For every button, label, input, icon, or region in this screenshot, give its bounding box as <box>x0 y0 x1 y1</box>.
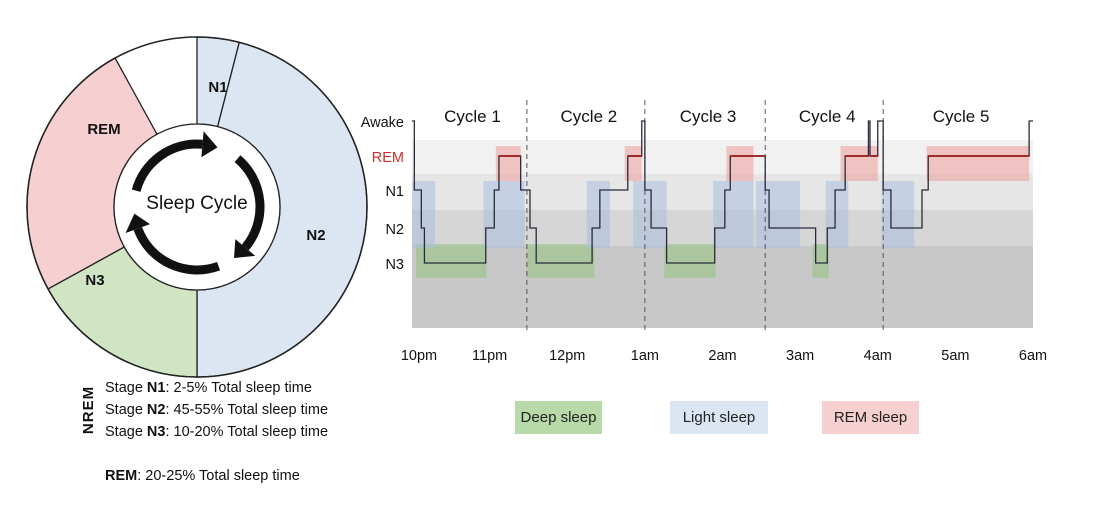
donut-label-n3: N3 <box>85 272 104 289</box>
stage-band-n3 <box>412 246 1033 328</box>
time-axis-label: 6am <box>1019 348 1047 364</box>
stage-note-prefix: Stage <box>105 402 147 418</box>
stage-highlight-n2 <box>713 181 754 248</box>
cycle-arrow-arc <box>234 155 265 251</box>
time-axis-label: 11pm <box>472 348 507 364</box>
stage-axis-label: Awake <box>361 115 404 131</box>
stage-note-n1: Stage N1: 2-5% Total sleep time <box>105 377 312 399</box>
stage-note-stage: N2 <box>146 402 166 418</box>
legend-label: Deep sleep <box>520 409 597 426</box>
stage-note-prefix: Stage <box>105 424 147 440</box>
stage-note-text: : 45-55% Total sleep time <box>165 402 329 418</box>
donut-label-n2: N2 <box>306 227 325 244</box>
rem-note: REM: 20-25% Total sleep time <box>105 465 300 487</box>
stage-highlight-n3 <box>812 244 829 278</box>
time-axis-label: 1am <box>631 348 659 364</box>
stage-axis-label: REM <box>372 150 404 166</box>
legend-deep-sleep: Deep sleep <box>515 401 602 434</box>
cycle-arrow-arc <box>131 139 203 192</box>
time-axis-label: 10pm <box>401 348 437 364</box>
stage-note-stage: N3 <box>146 424 166 440</box>
stage-highlight-n2 <box>755 181 801 248</box>
time-axis-label: 2am <box>708 348 736 364</box>
stage-note-prefix: Stage <box>105 380 147 396</box>
cycle-label: Cycle 1 <box>444 107 501 126</box>
donut-label-n1: N1 <box>208 79 227 96</box>
nrem-group-label: NREM <box>80 385 97 435</box>
time-axis-label: 4am <box>864 348 892 364</box>
stage-highlight-rem <box>840 146 878 181</box>
stage-highlight-rem <box>926 146 1030 181</box>
stage-highlight-n2 <box>881 181 915 248</box>
donut-center-label: Sleep Cycle <box>146 193 247 214</box>
time-axis-label: 12pm <box>549 348 585 364</box>
legend-light-sleep: Light sleep <box>670 401 768 434</box>
stage-note-stage: N1 <box>146 380 166 396</box>
stage-highlight-n3 <box>526 244 595 278</box>
stage-highlight-n3 <box>415 244 487 278</box>
cycle-arrowhead-icon <box>125 213 151 233</box>
stage-highlight-rem <box>624 146 642 181</box>
stage-highlight-n2 <box>412 181 436 248</box>
rem-note-text: : 20-25% Total sleep time <box>137 468 300 484</box>
stage-note-text: : 2-5% Total sleep time <box>165 380 312 396</box>
stage-band-awake <box>412 110 1033 140</box>
stage-highlight-n3 <box>664 244 716 278</box>
stage-axis-label: N1 <box>385 184 404 200</box>
cycle-label: Cycle 5 <box>933 107 990 126</box>
stage-highlight-n2 <box>483 181 525 248</box>
cycle-label: Cycle 3 <box>680 107 737 126</box>
stage-axis-label: N3 <box>385 257 404 273</box>
time-axis-label: 5am <box>941 348 969 364</box>
legend-rem-sleep: REM sleep <box>822 401 919 434</box>
cycle-arrowhead-icon <box>201 131 218 158</box>
stage-highlight-n2 <box>825 181 849 248</box>
stage-note-text: : 10-20% Total sleep time <box>165 424 329 440</box>
hypnogram-chart: Cycle 1 Cycle 2 Cycle 3 Cycle 4 Cycle 5 Awake… <box>361 100 1047 364</box>
donut-label-rem: REM <box>87 121 120 138</box>
stage-note-n2: Stage N2: 45-55% Total sleep time <box>105 399 328 421</box>
stage-highlight-n2 <box>586 181 610 248</box>
stage-note-n3: Stage N3: 10-20% Total sleep time <box>105 421 328 443</box>
stage-highlight-n2 <box>633 181 667 248</box>
time-axis-label: 3am <box>786 348 814 364</box>
cycle-label: Cycle 2 <box>561 107 618 126</box>
hypnogram-line <box>412 120 1033 264</box>
stage-axis-label: N2 <box>385 222 404 238</box>
cycle-arrowhead-icon <box>234 239 256 258</box>
cycle-arrow-arc <box>133 226 221 275</box>
legend-label: REM sleep <box>833 409 908 426</box>
stage-highlight-rem <box>495 146 521 181</box>
donut-outer-rim <box>26 36 368 378</box>
rem-note-stage: REM <box>105 468 138 484</box>
legend-label: Light sleep <box>682 409 756 426</box>
sleep-cycle-donut: N1 N2 N3 REM Sleep Cycle <box>26 36 368 378</box>
cycle-label: Cycle 4 <box>799 107 856 126</box>
